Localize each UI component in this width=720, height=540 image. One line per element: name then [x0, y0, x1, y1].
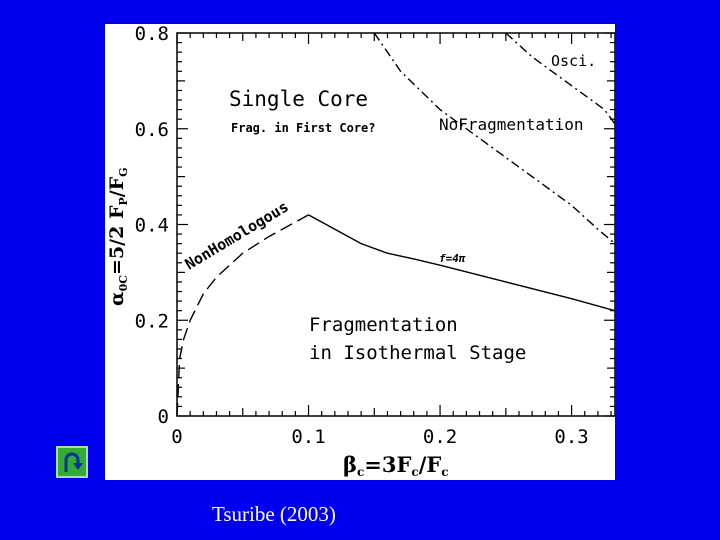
y-tick-label: 0.6 [135, 119, 169, 141]
y-tick-label: 0.4 [135, 215, 169, 237]
isothermal-stage-label: in Isothermal Stage [309, 342, 526, 364]
series-line-0 [176, 214, 309, 417]
ticks-layer: 0 0.1 0.2 0.3 0 0.2 0.4 0.6 0.8 [135, 24, 615, 448]
x-tick-label: 0.2 [423, 426, 457, 448]
y-tick-label: 0.2 [135, 310, 169, 332]
y-tick-label: 0 [158, 406, 169, 428]
y-tick-label: 0.8 [135, 24, 169, 45]
u-turn-arrow-icon [64, 452, 83, 472]
plot-panel: 0 0.1 0.2 0.3 0 0.2 0.4 0.6 0.8 Single Core Frag… [105, 24, 615, 480]
f-value-label: f=4π [439, 252, 466, 265]
phase-diagram-chart: 0 0.1 0.2 0.3 0 0.2 0.4 0.6 0.8 Single Core Frag… [106, 24, 615, 479]
single-core-label: Single Core [229, 87, 368, 111]
osci-label: Osci. [551, 52, 596, 70]
fragmentation-label: Fragmentation [309, 314, 458, 336]
x-axis-title: βc=3Fc/Fc [343, 452, 449, 479]
series-line-1 [308, 214, 615, 312]
y-axis-title: α0C=5/2 FP/FG [106, 167, 130, 306]
citation-text: Tsuribe (2003) [212, 502, 336, 526]
x-tick-label: 0.1 [291, 426, 325, 448]
series-line-3 [505, 32, 615, 125]
back-button[interactable] [56, 446, 88, 478]
series-line-2 [373, 32, 615, 245]
no-fragmentation-label: NoFragmentation [439, 115, 584, 134]
x-tick-label: 0.3 [554, 426, 588, 448]
non-homologous-label: NonHomologous [182, 198, 292, 274]
x-tick-label: 0 [171, 426, 182, 448]
frag-first-core-label: Frag. in First Core? [231, 121, 376, 135]
